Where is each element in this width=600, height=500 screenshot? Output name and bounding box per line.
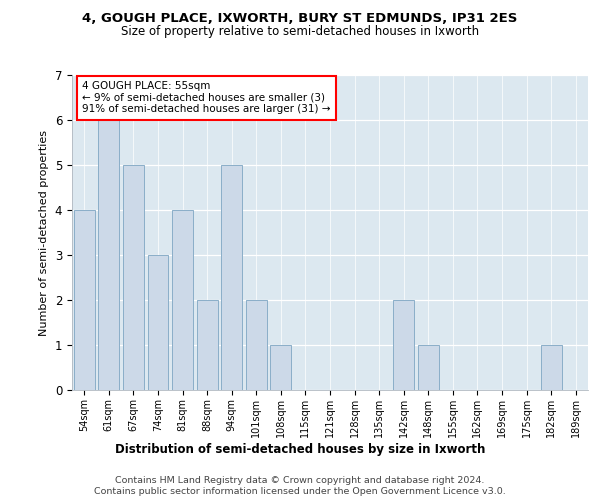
Text: Contains public sector information licensed under the Open Government Licence v3: Contains public sector information licen… <box>94 488 506 496</box>
Text: Size of property relative to semi-detached houses in Ixworth: Size of property relative to semi-detach… <box>121 25 479 38</box>
Bar <box>418 345 439 390</box>
Bar <box>197 300 218 390</box>
Bar <box>74 210 95 390</box>
Text: 4, GOUGH PLACE, IXWORTH, BURY ST EDMUNDS, IP31 2ES: 4, GOUGH PLACE, IXWORTH, BURY ST EDMUNDS… <box>82 12 518 26</box>
Bar <box>172 210 193 390</box>
Bar <box>148 255 169 390</box>
Bar <box>541 345 562 390</box>
Y-axis label: Number of semi-detached properties: Number of semi-detached properties <box>39 130 49 336</box>
Text: Distribution of semi-detached houses by size in Ixworth: Distribution of semi-detached houses by … <box>115 442 485 456</box>
Text: Contains HM Land Registry data © Crown copyright and database right 2024.: Contains HM Land Registry data © Crown c… <box>115 476 485 485</box>
Bar <box>123 165 144 390</box>
Bar <box>393 300 414 390</box>
Bar <box>221 165 242 390</box>
Text: 4 GOUGH PLACE: 55sqm
← 9% of semi-detached houses are smaller (3)
91% of semi-de: 4 GOUGH PLACE: 55sqm ← 9% of semi-detach… <box>82 82 331 114</box>
Bar <box>271 345 292 390</box>
Bar <box>98 120 119 390</box>
Bar <box>246 300 267 390</box>
